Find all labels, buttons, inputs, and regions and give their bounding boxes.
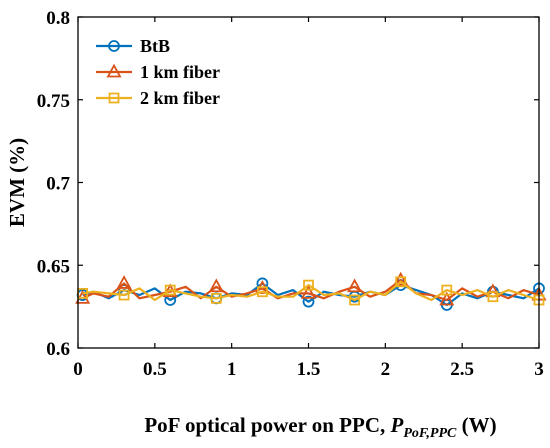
data-point xyxy=(300,285,317,299)
x-axis-title-unit: (W) xyxy=(456,413,496,437)
legend-marker-circle-icon xyxy=(108,40,120,52)
legend-item: 1 km fiber xyxy=(96,62,220,82)
legend: BtB 1 km fiber 2 km fiber xyxy=(90,32,250,114)
y-tick-label: 0.8 xyxy=(46,8,70,29)
ticks-layer: 0 0.5 1 1.5 2 2.5 3 0.6 0.65 0.7 0.75 0.8 xyxy=(37,8,544,380)
x-tick-label: 2 xyxy=(381,359,391,380)
legend-label: BtB xyxy=(140,36,170,56)
data-point xyxy=(441,284,453,296)
x-axis-title: PoF optical power on PPC, PPoF,PPC (W) xyxy=(144,413,496,441)
y-tick-label: 0.7 xyxy=(46,174,70,195)
data-point xyxy=(395,276,407,288)
legend-marker-triangle-icon xyxy=(106,63,122,78)
data-point xyxy=(164,284,176,296)
data-point xyxy=(302,295,315,308)
data-point xyxy=(256,286,268,298)
data-point xyxy=(208,278,224,293)
series-line xyxy=(82,282,540,307)
data-point xyxy=(118,289,130,301)
x-tick-label: 2.5 xyxy=(450,359,474,380)
data-point xyxy=(487,291,499,303)
legend-item: 2 km fiber xyxy=(96,88,220,108)
legend-item: BtB xyxy=(96,36,170,56)
data-point xyxy=(393,271,409,286)
x-tick-label: 1 xyxy=(227,359,237,380)
data-point xyxy=(303,279,314,291)
x-tick-label: 0.5 xyxy=(143,359,167,380)
x-tick-label: 3 xyxy=(534,359,544,380)
data-point xyxy=(116,275,132,289)
data-point xyxy=(349,294,361,306)
x-tick-label: 1.5 xyxy=(297,359,321,380)
data-point xyxy=(439,291,455,306)
y-tick-label: 0.75 xyxy=(37,91,70,112)
y-tick-label: 0.65 xyxy=(37,256,70,277)
y-tick-label: 0.6 xyxy=(46,339,70,360)
series-line xyxy=(82,280,540,302)
data-point xyxy=(210,292,222,304)
data-point xyxy=(347,278,363,293)
x-axis-title-main: PoF optical power on PPC, xyxy=(144,413,390,437)
x-axis-title-subscript: PoF,PPC xyxy=(403,426,457,441)
series-layer xyxy=(75,271,547,311)
legend-marker-square-icon xyxy=(108,92,120,104)
series-line xyxy=(82,279,540,302)
y-axis-title: EVM (%) xyxy=(5,138,29,227)
x-axis-title-symbol: P xyxy=(390,413,404,437)
x-tick-label: 0 xyxy=(73,359,83,380)
legend-label: 1 km fiber xyxy=(140,62,220,82)
legend-label: 2 km fiber xyxy=(140,88,220,108)
